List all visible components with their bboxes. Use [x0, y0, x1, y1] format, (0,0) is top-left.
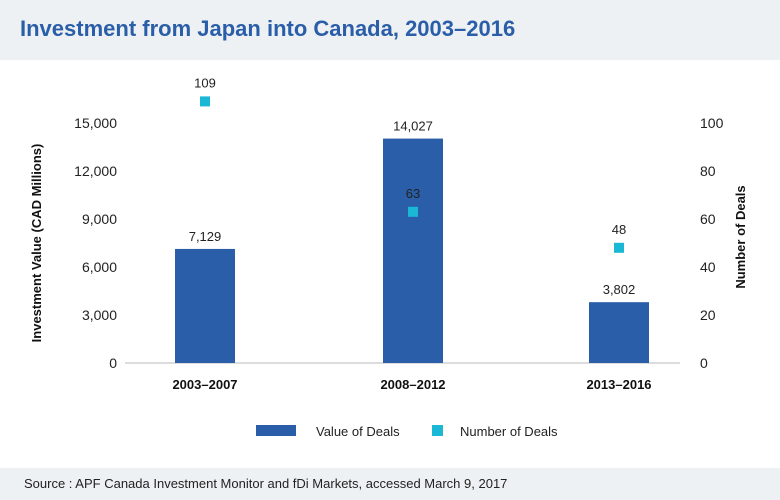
x-tick-label: 2003–2007: [172, 377, 237, 392]
legend-swatch-value-of-deals: [256, 425, 296, 436]
y-axis-title: Investment Value (CAD Millions): [29, 144, 44, 343]
bar-value-of-deals: [175, 248, 235, 363]
point-number-of-deals: [408, 206, 418, 217]
y-tick-label: 0: [109, 355, 117, 371]
y-tick-label: 15,000: [74, 115, 117, 131]
legend-label-number-of-deals: Number of Deals: [460, 424, 558, 439]
chart-title: Investment from Japan into Canada, 2003–…: [20, 16, 516, 41]
legend-label-value-of-deals: Value of Deals: [316, 424, 400, 439]
y-tick-label: 9,000: [82, 211, 117, 227]
y2-tick-label: 80: [700, 163, 716, 179]
point-number-of-deals: [614, 242, 624, 253]
y-tick-label: 6,000: [82, 259, 117, 275]
y2-tick-label: 60: [700, 211, 716, 227]
point-data-label: 109: [194, 75, 216, 90]
bar-value-of-deals: [383, 138, 443, 363]
y2-tick-label: 100: [700, 115, 724, 131]
bar-data-label: 14,027: [393, 119, 433, 134]
bar-value-of-deals: [589, 302, 649, 363]
source-note: Source : APF Canada Investment Monitor a…: [24, 476, 508, 491]
bar-data-label: 7,129: [189, 229, 222, 244]
point-data-label: 48: [612, 222, 626, 237]
y2-tick-label: 0: [700, 355, 708, 371]
y-tick-label: 12,000: [74, 163, 117, 179]
y2-axis-title: Number of Deals: [733, 185, 748, 288]
source-band: Source : APF Canada Investment Monitor a…: [0, 468, 780, 500]
point-data-label: 63: [406, 186, 420, 201]
legend-swatch-number-of-deals: [432, 425, 443, 436]
x-tick-label: 2013–2016: [586, 377, 651, 392]
y2-tick-label: 40: [700, 259, 716, 275]
y-tick-label: 3,000: [82, 307, 117, 323]
bar-data-label: 3,802: [603, 282, 636, 297]
point-number-of-deals: [200, 96, 210, 107]
y2-tick-label: 20: [700, 307, 716, 323]
title-band: Investment from Japan into Canada, 2003–…: [0, 0, 780, 60]
x-tick-label: 2008–2012: [380, 377, 445, 392]
